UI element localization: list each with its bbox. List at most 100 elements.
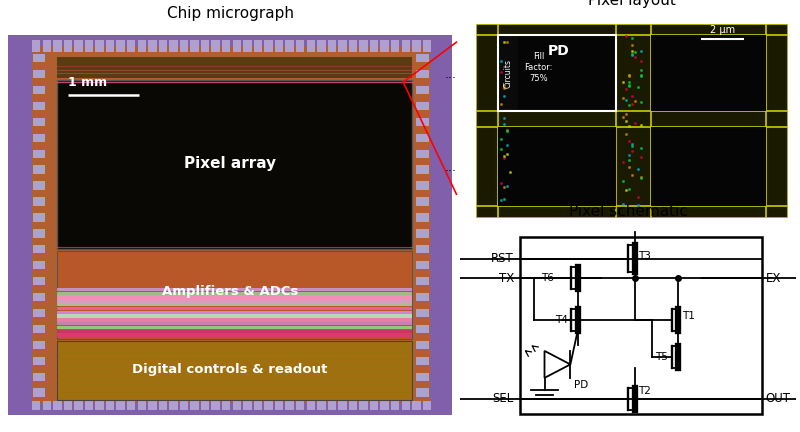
Text: PD: PD — [548, 44, 570, 58]
Text: TX: TX — [498, 272, 514, 285]
Bar — [57, 326, 412, 329]
Bar — [211, 39, 220, 52]
Bar — [106, 39, 114, 52]
Bar — [170, 400, 178, 410]
Bar — [349, 400, 358, 410]
Text: T4: T4 — [554, 315, 567, 325]
Bar — [33, 102, 46, 110]
Bar — [370, 400, 378, 410]
Bar — [317, 400, 326, 410]
Bar — [33, 388, 46, 397]
Bar — [57, 340, 412, 400]
Text: RST: RST — [491, 252, 514, 265]
Bar — [33, 54, 46, 62]
Bar — [422, 39, 431, 52]
Text: T6: T6 — [542, 273, 554, 283]
Bar — [127, 39, 135, 52]
Bar — [33, 181, 46, 190]
Text: Pixel layout: Pixel layout — [588, 0, 676, 8]
Bar — [33, 149, 46, 158]
Bar — [33, 133, 46, 142]
Bar — [498, 35, 617, 111]
Bar — [650, 127, 766, 206]
Bar — [148, 39, 157, 52]
Bar — [201, 39, 210, 52]
Text: EX: EX — [766, 272, 781, 285]
Bar — [33, 229, 46, 238]
Bar — [57, 303, 412, 306]
Bar — [349, 39, 358, 52]
Bar — [417, 70, 429, 78]
Bar — [180, 39, 188, 52]
Bar — [211, 400, 220, 410]
Bar — [417, 245, 429, 254]
Bar — [417, 341, 429, 349]
Bar — [412, 39, 421, 52]
Bar — [402, 39, 410, 52]
Bar — [170, 39, 178, 52]
Bar — [33, 70, 46, 78]
Bar — [317, 39, 326, 52]
Bar — [521, 237, 762, 413]
Bar — [57, 314, 412, 318]
Bar — [476, 24, 498, 218]
Bar — [417, 388, 429, 397]
Bar — [233, 39, 241, 52]
Bar — [422, 400, 431, 410]
Bar — [33, 165, 46, 174]
Bar — [33, 118, 46, 126]
Bar — [264, 39, 273, 52]
Bar — [359, 39, 368, 52]
Bar — [158, 39, 167, 52]
Bar — [57, 330, 412, 333]
Bar — [417, 372, 429, 381]
Bar — [33, 309, 46, 317]
Bar — [33, 357, 46, 365]
Bar — [417, 261, 429, 270]
Bar — [57, 334, 412, 337]
Bar — [33, 261, 46, 270]
Bar — [127, 400, 135, 410]
Bar — [254, 39, 262, 52]
Bar — [53, 39, 62, 52]
Bar — [412, 400, 421, 410]
Bar — [57, 80, 412, 249]
Bar — [417, 309, 429, 317]
Bar — [138, 400, 146, 410]
Bar — [57, 299, 412, 302]
Bar — [53, 400, 62, 410]
Bar — [190, 400, 199, 410]
Bar — [370, 39, 378, 52]
Bar — [158, 400, 167, 410]
Bar — [338, 400, 346, 410]
Bar — [57, 318, 412, 321]
Bar — [417, 213, 429, 222]
Bar — [650, 35, 766, 111]
Bar — [106, 400, 114, 410]
Bar — [138, 39, 146, 52]
Bar — [243, 400, 252, 410]
Bar — [32, 400, 41, 410]
Bar — [85, 39, 94, 52]
Bar — [148, 400, 157, 410]
Bar — [498, 35, 617, 111]
Bar — [33, 293, 46, 301]
Text: PD: PD — [574, 380, 588, 391]
Text: Chip micrograph: Chip micrograph — [166, 6, 294, 21]
Text: Pixel array: Pixel array — [184, 156, 276, 172]
Bar — [417, 165, 429, 174]
Text: 2 μm: 2 μm — [710, 25, 735, 35]
Bar — [328, 39, 336, 52]
Bar — [33, 86, 46, 94]
Bar — [402, 400, 410, 410]
Bar — [417, 86, 429, 94]
Bar — [57, 251, 412, 339]
Bar — [296, 39, 305, 52]
Bar — [33, 341, 46, 349]
Bar — [254, 400, 262, 410]
Bar — [417, 325, 429, 333]
Bar — [275, 39, 283, 52]
Text: ...: ... — [445, 161, 457, 174]
Text: Fill
Factor:
75%: Fill Factor: 75% — [524, 52, 553, 83]
Bar — [476, 206, 788, 218]
